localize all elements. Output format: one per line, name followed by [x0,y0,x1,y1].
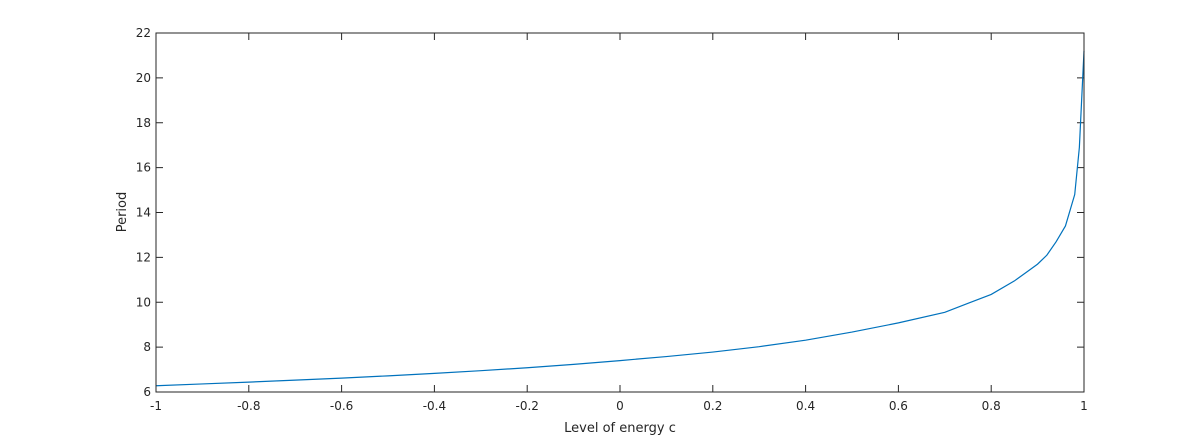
x-tick-label: -0.2 [515,399,538,413]
y-tick-label: 18 [136,116,151,130]
y-tick-label: 12 [136,250,151,264]
x-tick-label: -0.6 [330,399,353,413]
y-tick-label: 8 [143,340,151,354]
y-tick-label: 16 [136,161,151,175]
y-tick-label: 6 [143,385,151,399]
ticks-group: -1 -0.8 -0.6 -0.4 -0.2 0 0.2 0.4 0.6 0.8 168101214… [136,26,1088,413]
y-tick-label: 20 [136,71,151,85]
axes-box [155,32,1085,393]
x-tick-label: 0.2 [703,399,722,413]
series-line [155,50,1085,387]
y-tick-label: 10 [136,295,151,309]
x-tick-label: 0.6 [889,399,908,413]
x-tick-label: -0.8 [237,399,260,413]
y-axis-label: Period [115,192,130,233]
x-axis-label: Level of energy c [564,421,676,436]
x-tick-label: 0.4 [796,399,815,413]
y-tick-label: 22 [136,26,151,40]
y-tick-label: 14 [136,206,151,220]
x-tick-label: -1 [150,399,162,413]
x-tick-label: 0 [616,399,624,413]
x-tick-label: -0.4 [423,399,446,413]
x-tick-label: 1 [1080,399,1088,413]
x-tick-label: 0.8 [982,399,1001,413]
plot-area [156,33,1084,392]
